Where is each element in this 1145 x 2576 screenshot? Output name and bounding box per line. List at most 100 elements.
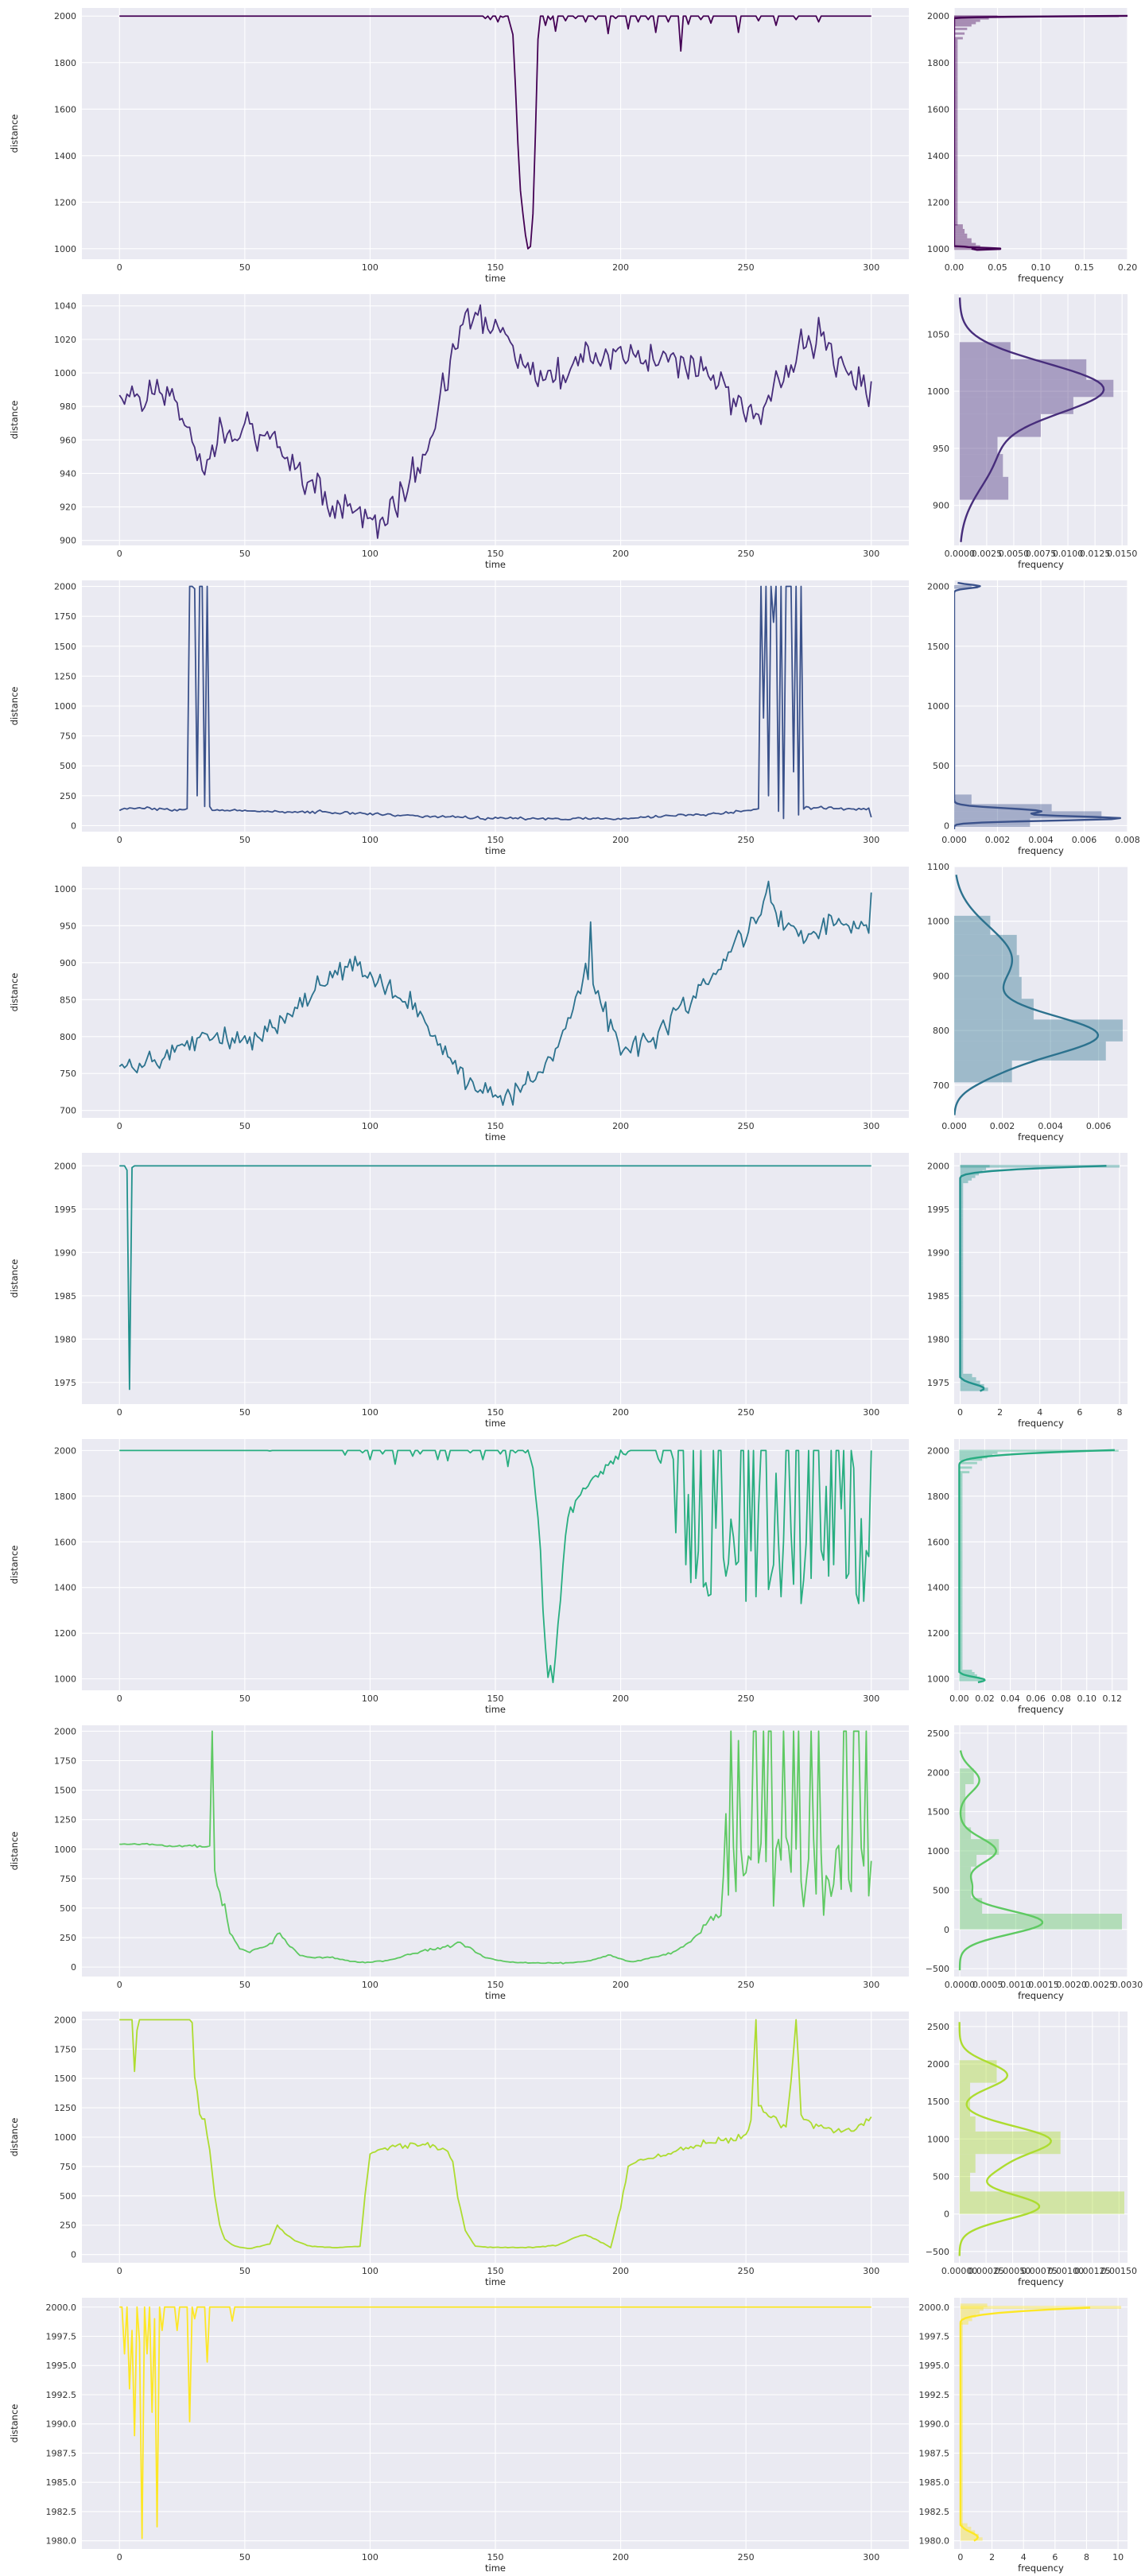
hist-x-tick-label: 0 bbox=[957, 2552, 963, 2562]
hist-y-tick-label: −500 bbox=[926, 1964, 949, 1974]
hist-x-tick-label: 6 bbox=[1077, 1407, 1082, 1418]
hist-y-tick-label: 500 bbox=[933, 1885, 949, 1895]
hist-y-tick-label: 2000.0 bbox=[919, 2302, 950, 2313]
chart-row: 0 50 100 150 200 250 300 700 750 800 850 900 950 1000… bbox=[9, 862, 1128, 1143]
x-tick-label: 0 bbox=[117, 549, 122, 559]
hist-bar bbox=[954, 122, 958, 128]
x-tick-label: 50 bbox=[239, 2266, 250, 2276]
hist-bar bbox=[960, 2363, 963, 2369]
hist-bar bbox=[960, 1295, 964, 1301]
y-tick-label: 1975 bbox=[54, 1378, 76, 1388]
hist-bar bbox=[959, 1596, 963, 1601]
hist-bar bbox=[960, 1383, 984, 1388]
y-axis-label: distance bbox=[9, 1259, 20, 1298]
y-tick-label: 250 bbox=[60, 1933, 76, 1943]
hist-bar bbox=[960, 2515, 963, 2521]
hist-panel-background bbox=[954, 2012, 1128, 2263]
x-tick-label: 0 bbox=[117, 1980, 122, 1990]
hist-bar bbox=[959, 1670, 972, 1673]
hist-y-tick-label: 1050 bbox=[927, 329, 949, 339]
hist-x-tick-label: 0.0100 bbox=[1053, 549, 1084, 559]
x-tick-label: 150 bbox=[487, 262, 504, 273]
series-line bbox=[119, 1165, 871, 1391]
hist-bar bbox=[960, 2392, 963, 2399]
hist-bar bbox=[959, 2116, 976, 2132]
hist-bar bbox=[960, 2328, 963, 2334]
kde-curve bbox=[959, 2306, 1091, 2542]
hist-x-axis-label: frequency bbox=[1018, 1418, 1064, 1429]
hist-bar bbox=[960, 2503, 963, 2510]
hist-x-tick-label: 8 bbox=[1084, 2552, 1089, 2562]
hist-x-tick-label: 0.0025 bbox=[1085, 1980, 1116, 1990]
hist-bar bbox=[954, 188, 958, 193]
y-tick-label: 940 bbox=[60, 468, 76, 479]
x-tick-label: 200 bbox=[612, 262, 629, 273]
hist-x-axis-label: frequency bbox=[1018, 1704, 1064, 1715]
x-tick-label: 150 bbox=[487, 1980, 504, 1990]
hist-bar bbox=[960, 1291, 964, 1296]
hist-bar bbox=[959, 1637, 963, 1643]
hist-x-tick-label: 0.004 bbox=[1028, 835, 1054, 845]
x-axis-label: time bbox=[485, 2276, 506, 2287]
hist-bar bbox=[959, 1482, 963, 1488]
hist-bar bbox=[960, 2339, 963, 2346]
hist-bar bbox=[960, 1334, 964, 1340]
hist-x-tick-label: 0.00 bbox=[945, 262, 965, 273]
hist-y-tick-label: 2000 bbox=[927, 1161, 949, 1171]
hist-bar bbox=[960, 1231, 964, 1236]
hist-bar bbox=[960, 1914, 1122, 1930]
hist-x-tick-label: 0.0000 bbox=[945, 549, 976, 559]
hist-bar bbox=[960, 2520, 963, 2528]
x-tick-label: 200 bbox=[612, 1980, 629, 1990]
hist-bar bbox=[954, 228, 965, 231]
hist-bar bbox=[960, 1170, 983, 1174]
hist-bar bbox=[960, 1187, 964, 1193]
hist-x-tick-label: 4 bbox=[1037, 1407, 1042, 1418]
x-tick-label: 0 bbox=[117, 2266, 122, 2276]
hist-bar bbox=[960, 2438, 963, 2446]
hist-bar bbox=[959, 1471, 970, 1474]
y-tick-label: 2000 bbox=[54, 2015, 76, 2025]
y-tick-label: 1040 bbox=[54, 301, 76, 312]
hist-bar bbox=[960, 1177, 972, 1181]
hist-bar bbox=[960, 2537, 983, 2541]
hist-x-axis-label: frequency bbox=[1018, 2276, 1064, 2287]
hist-bar bbox=[960, 1226, 964, 1232]
hist-bar bbox=[960, 1330, 964, 1335]
y-tick-label: 1980.0 bbox=[46, 2536, 77, 2547]
kde-curve bbox=[959, 1165, 1107, 1392]
x-tick-label: 0 bbox=[117, 1121, 122, 1131]
hist-x-tick-label: 0.05 bbox=[988, 262, 1007, 273]
x-tick-label: 250 bbox=[738, 1693, 755, 1704]
hist-bar bbox=[954, 169, 958, 175]
y-axis-label: distance bbox=[9, 114, 20, 153]
hist-x-tick-label: 0.008 bbox=[1115, 835, 1140, 845]
hist-bar bbox=[960, 1373, 972, 1378]
series-line bbox=[118, 585, 872, 821]
hist-x-tick-label: 0.0150 bbox=[1107, 549, 1138, 559]
hist-bar bbox=[954, 976, 1022, 999]
hist-bar bbox=[960, 2306, 984, 2311]
hist-bar bbox=[954, 90, 958, 95]
y-tick-label: 2000 bbox=[54, 1445, 76, 1456]
y-axis-label: distance bbox=[9, 2118, 20, 2157]
hist-x-tick-label: 0.00150 bbox=[1101, 2266, 1138, 2276]
hist-bar bbox=[959, 476, 1009, 500]
hist-bar bbox=[954, 233, 968, 236]
hist-y-tick-label: 1975 bbox=[927, 1378, 949, 1388]
hist-bar bbox=[959, 1569, 963, 1574]
hist-bar bbox=[960, 1217, 964, 1223]
hist-panel-background bbox=[954, 1153, 1128, 1404]
y-tick-label: 1982.5 bbox=[46, 2507, 77, 2517]
hist-bar bbox=[960, 1165, 1120, 1168]
hist-bar bbox=[959, 1582, 963, 1588]
hist-panel-background bbox=[954, 1439, 1128, 1690]
x-tick-label: 100 bbox=[362, 1407, 378, 1418]
hist-bar bbox=[954, 207, 958, 212]
hist-y-tick-label: 1992.5 bbox=[919, 2390, 950, 2400]
hist-bar bbox=[959, 1451, 998, 1454]
hist-x-tick-label: 2 bbox=[997, 1407, 1003, 1418]
hist-bar bbox=[960, 1309, 964, 1313]
hist-bar bbox=[959, 2172, 971, 2192]
hist-bar bbox=[960, 1866, 972, 1883]
